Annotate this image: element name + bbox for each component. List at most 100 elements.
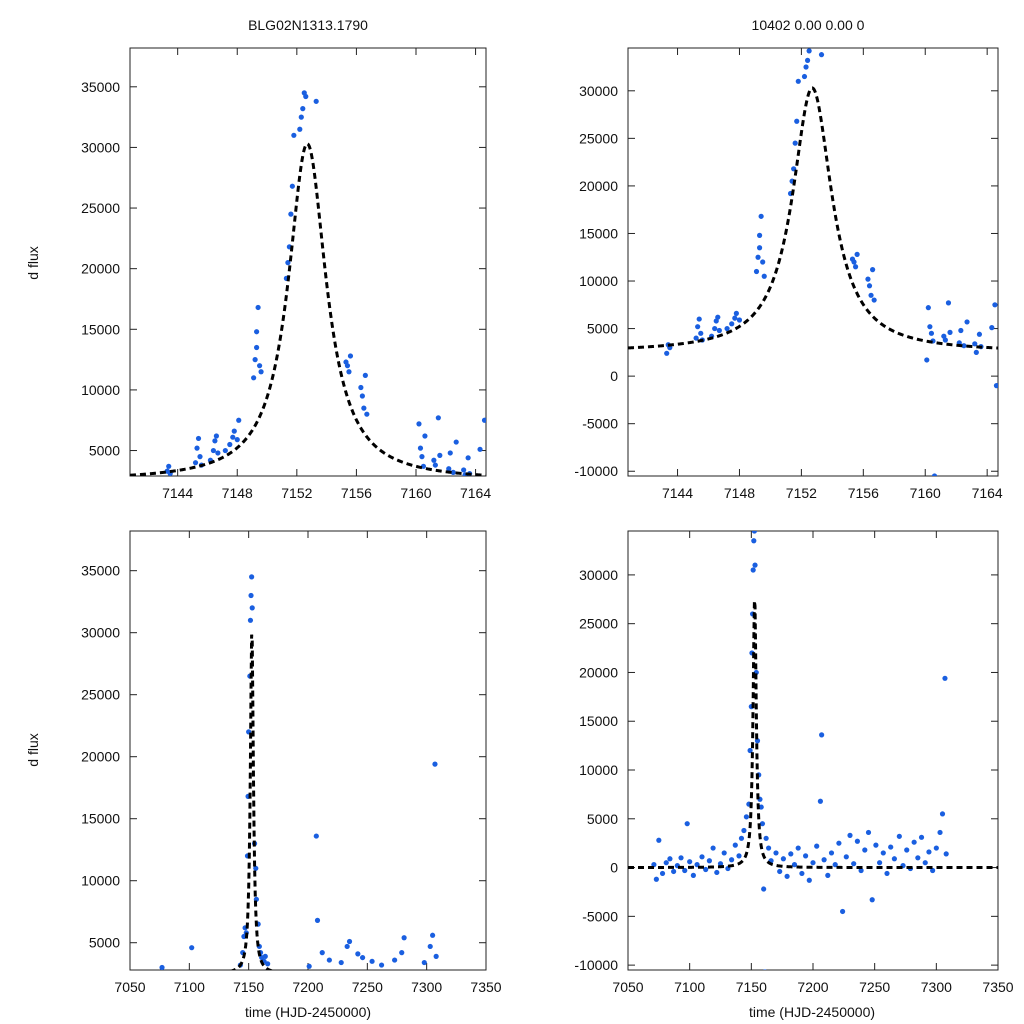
- data-point: [255, 304, 261, 311]
- data-point: [347, 353, 354, 359]
- model-curve: [228, 634, 275, 970]
- data-point: [338, 959, 344, 966]
- data-point: [258, 369, 264, 375]
- data-point: [736, 317, 743, 323]
- data-point: [825, 872, 831, 878]
- data-point: [716, 327, 722, 334]
- data-point: [818, 52, 825, 58]
- x-axis-label-left: time (HJD-2450000): [245, 1004, 371, 1020]
- data-point: [432, 761, 438, 767]
- data-point: [724, 325, 730, 332]
- data-point: [784, 873, 790, 879]
- data-point: [930, 867, 936, 874]
- data-point: [663, 860, 669, 866]
- x-tick-label: 7300: [921, 979, 952, 995]
- data-point: [300, 106, 306, 112]
- y-tick-label: 15000: [81, 321, 120, 337]
- data-point: [306, 963, 312, 969]
- data-point: [804, 57, 811, 63]
- data-point: [803, 64, 809, 70]
- data-point: [195, 435, 202, 442]
- y-tick-label: 15000: [579, 225, 618, 241]
- data-point: [236, 417, 242, 423]
- data-point: [747, 747, 753, 754]
- data-point: [159, 964, 165, 970]
- data-point: [763, 969, 767, 970]
- data-point: [868, 292, 874, 298]
- data-point: [741, 827, 747, 834]
- data-point: [942, 675, 948, 681]
- x-tick-label: 7200: [797, 979, 828, 995]
- panel-bottom-right: 7050 7100 7150 7200 7250 7300 7350 -10000 -5000 0…: [574, 530, 1014, 995]
- data-point: [828, 850, 835, 856]
- y-tick-label: 15000: [579, 713, 618, 729]
- data-point: [922, 860, 928, 866]
- data-point: [256, 363, 263, 369]
- x-axis-label-right: time (HJD-2450000): [749, 1004, 875, 1020]
- data-point: [251, 375, 257, 381]
- data-point: [840, 908, 846, 915]
- data-point: [862, 847, 868, 853]
- data-point: [378, 962, 385, 968]
- data-point: [346, 369, 352, 375]
- data-point: [215, 450, 221, 456]
- data-point: [194, 445, 200, 451]
- x-tick-label: 7050: [114, 979, 145, 995]
- data-point: [759, 821, 766, 827]
- data-point: [706, 858, 713, 864]
- data-point: [976, 331, 983, 337]
- data-point: [671, 868, 677, 875]
- x-tick-label: 7156: [341, 485, 372, 501]
- data-point: [421, 959, 427, 966]
- data-point: [760, 259, 766, 265]
- data-point: [422, 433, 428, 439]
- data-point: [958, 327, 964, 334]
- panel-top-right: 7144 7148 7152 7156 7160 7164 -10000 -5000 0 5000…: [574, 47, 1003, 501]
- data-point: [884, 870, 890, 877]
- data-point: [326, 957, 332, 963]
- x-tick-label: 7150: [233, 979, 264, 995]
- x-tick-label: 7164: [972, 485, 1003, 501]
- data-point: [254, 344, 260, 351]
- data-point: [717, 861, 724, 867]
- data-point: [213, 433, 219, 439]
- data-point: [712, 325, 718, 332]
- data-point: [431, 457, 437, 463]
- data-point: [721, 850, 727, 856]
- data-point: [756, 245, 763, 251]
- data-point: [792, 140, 798, 146]
- data-point: [189, 945, 195, 951]
- data-point: [432, 462, 438, 468]
- data-point: [664, 350, 670, 356]
- data-point: [761, 886, 767, 892]
- data-point: [303, 93, 309, 100]
- data-point: [427, 943, 433, 950]
- data-point: [447, 450, 453, 456]
- data-point: [359, 393, 365, 399]
- data-point: [751, 538, 757, 544]
- data-point: [928, 330, 935, 336]
- data-point: [989, 325, 995, 331]
- data-point: [346, 938, 353, 945]
- y-tick-label: 30000: [579, 567, 618, 583]
- data-point: [810, 860, 816, 866]
- data-point: [888, 844, 894, 850]
- data-point: [943, 851, 949, 857]
- y-tick-label: 35000: [81, 563, 120, 579]
- data-point: [754, 738, 761, 744]
- data-point: [973, 349, 979, 355]
- y-tick-label: 5000: [89, 443, 120, 459]
- data-point: [291, 132, 297, 138]
- data-point: [362, 372, 368, 378]
- data-point: [788, 851, 794, 857]
- data-point: [249, 574, 255, 580]
- data-point: [964, 319, 970, 325]
- data-point: [416, 421, 422, 427]
- data-point: [924, 357, 930, 363]
- y-tick-label: 10000: [579, 762, 618, 778]
- data-point: [766, 845, 772, 851]
- data-point: [832, 862, 838, 868]
- y-tick-label: 10000: [81, 382, 120, 398]
- data-point: [656, 837, 662, 843]
- data-point: [715, 314, 721, 320]
